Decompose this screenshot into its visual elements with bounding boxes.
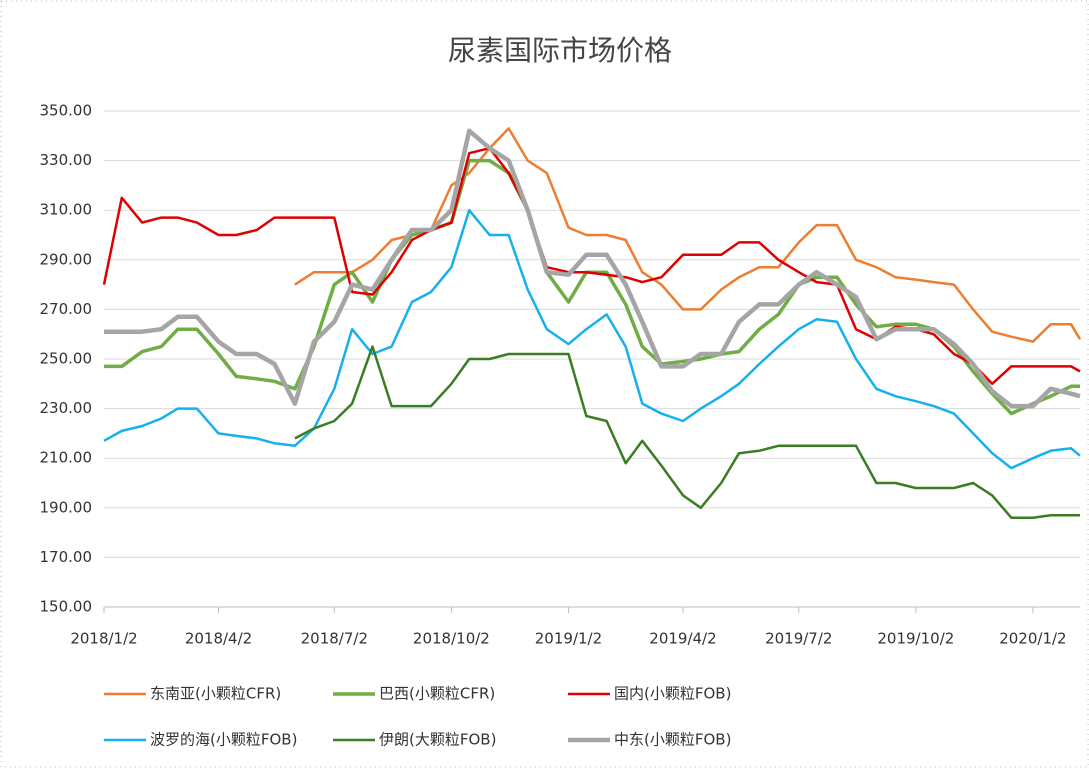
y-tick-label: 210.00 <box>40 449 93 467</box>
x-tick-label: 2019/1/2 <box>535 630 602 648</box>
legend-label: 伊朗(大颗粒FOB) <box>379 731 496 749</box>
series-line <box>104 148 1080 384</box>
y-tick-label: 270.00 <box>40 300 93 318</box>
y-tick-label: 350.00 <box>40 102 93 120</box>
series-line <box>295 347 1080 518</box>
legend-label: 波罗的海(小颗粒FOB) <box>150 731 297 749</box>
x-tick-label: 2018/10/2 <box>413 630 490 648</box>
x-tick-label: 2018/7/2 <box>301 630 368 648</box>
y-tick-label: 330.00 <box>40 151 93 169</box>
legend-label: 东南亚(小颗粒CFR) <box>150 685 281 703</box>
legend-label: 巴西(小颗粒CFR) <box>379 685 495 703</box>
legend-label: 国内(小颗粒FOB) <box>614 685 731 703</box>
x-tick-label: 2020/1/2 <box>999 630 1066 648</box>
chart: 尿素国际市场价格 150.00 170.00 190.00 210.00 230.00 2… <box>0 0 1089 768</box>
y-tick-label: 170.00 <box>40 548 93 566</box>
y-tick-label: 230.00 <box>40 399 93 417</box>
y-tick-label: 250.00 <box>40 350 93 368</box>
legend-label: 中东(小颗粒FOB) <box>614 731 731 749</box>
series-line <box>104 210 1080 468</box>
chart-title: 尿素国际市场价格 <box>448 34 672 67</box>
x-tick-label: 2019/10/2 <box>877 630 954 648</box>
x-tick-label: 2019/7/2 <box>765 630 832 648</box>
x-tick-label: 2019/4/2 <box>649 630 716 648</box>
y-tick-label: 310.00 <box>40 201 93 219</box>
x-tick-label: 2018/1/2 <box>70 630 137 648</box>
y-tick-label: 190.00 <box>40 498 93 516</box>
chart-border <box>1 1 1088 767</box>
y-tick-label: 150.00 <box>40 598 93 616</box>
x-tick-label: 2018/4/2 <box>185 630 252 648</box>
series-line <box>104 161 1080 414</box>
series-line <box>104 131 1080 406</box>
y-tick-label: 290.00 <box>40 250 93 268</box>
